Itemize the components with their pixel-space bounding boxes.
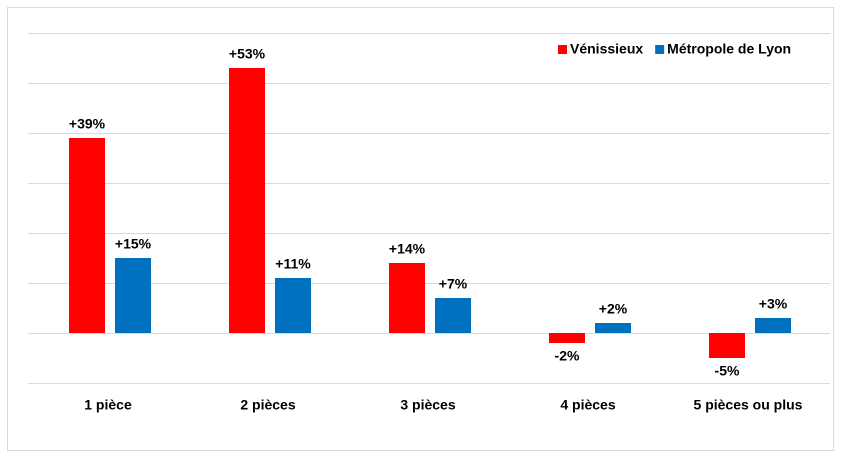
bar	[115, 258, 151, 333]
legend-swatch	[655, 45, 665, 54]
bar	[229, 68, 265, 333]
legend-label: Métropole de Lyon	[667, 41, 791, 57]
data-label: +2%	[599, 301, 628, 317]
data-label: +39%	[69, 116, 106, 132]
legend-label: Vénissieux	[570, 41, 643, 57]
data-label: +15%	[115, 236, 152, 252]
bar	[755, 318, 791, 333]
data-label: -2%	[555, 348, 580, 364]
data-label: -5%	[715, 363, 740, 379]
bar	[549, 333, 585, 343]
data-label: +3%	[759, 296, 788, 312]
bar	[435, 298, 471, 333]
legend-swatch	[558, 45, 567, 54]
bar	[275, 278, 311, 333]
x-tick-label: 2 pièces	[240, 397, 295, 413]
data-label: +11%	[275, 256, 311, 272]
data-label: +53%	[229, 46, 266, 62]
data-label: +7%	[439, 276, 468, 292]
bar	[595, 323, 631, 333]
chart-frame	[7, 7, 834, 451]
x-tick-label: 1 pièce	[84, 397, 132, 413]
x-tick-label: 3 pièces	[400, 397, 455, 413]
bar	[709, 333, 745, 358]
data-label: +14%	[389, 241, 426, 257]
x-tick-label: 5 pièces ou plus	[694, 397, 803, 413]
bar	[389, 263, 425, 333]
bar	[69, 138, 105, 333]
x-tick-label: 4 pièces	[560, 397, 615, 413]
